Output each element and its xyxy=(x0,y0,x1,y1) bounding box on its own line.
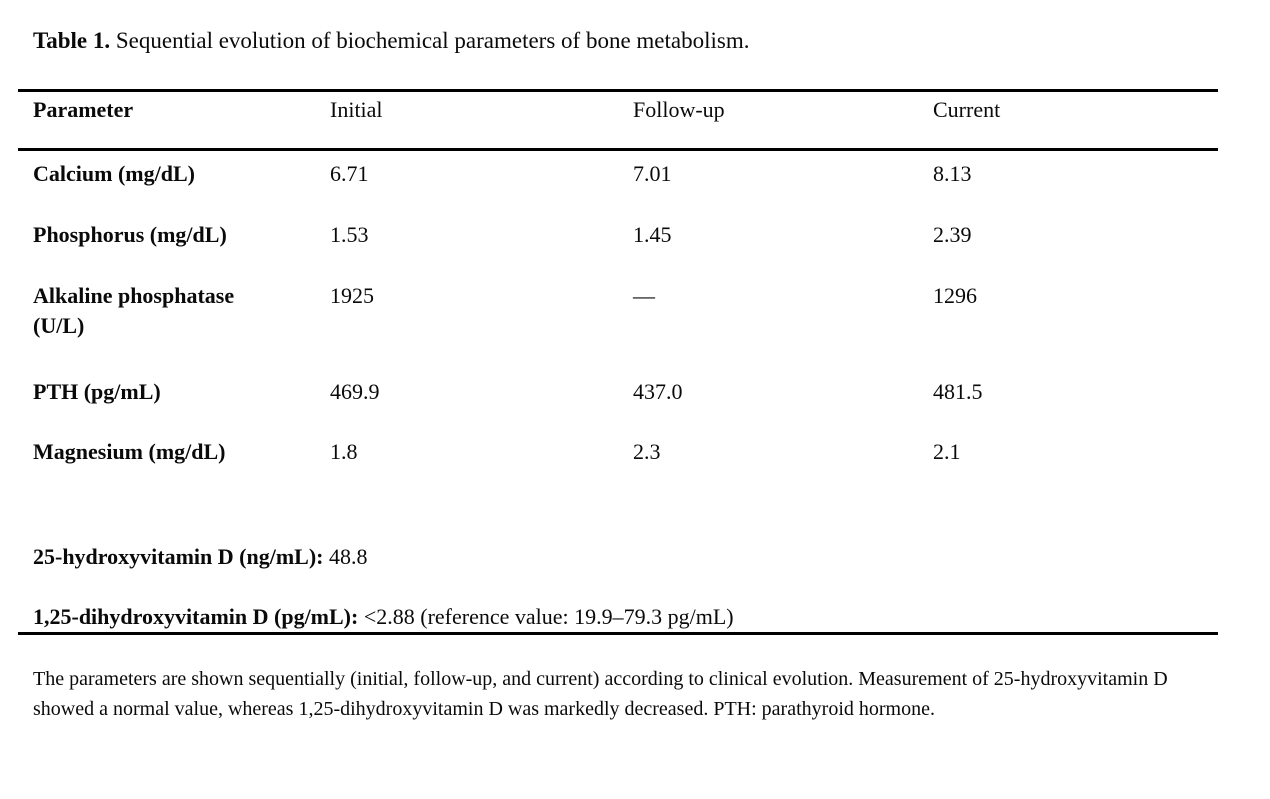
row-label: PTH (pg/mL) xyxy=(33,379,161,404)
cell-initial: 1.53 xyxy=(330,222,369,247)
table-row-magnesium: Magnesium (mg/dL) 1.8 2.3 2.1 xyxy=(18,429,1218,490)
cell-initial: 1.8 xyxy=(330,439,358,464)
cell-initial: 6.71 xyxy=(330,161,369,186)
table-caption-label: Table 1. xyxy=(33,28,111,53)
cell-current: 1296 xyxy=(933,283,977,308)
column-header-parameter: Parameter xyxy=(33,97,134,122)
table-row-phosphorus: Phosphorus (mg/dL) 1.53 1.45 2.39 xyxy=(18,212,1218,273)
cell-followup: 1.45 xyxy=(633,222,672,247)
extra-row-label: 25-hydroxyvitamin D (ng/mL): xyxy=(33,544,324,569)
row-label: Calcium (mg/dL) xyxy=(33,161,195,186)
table-caption-text: Sequential evolution of biochemical para… xyxy=(110,28,750,53)
cell-followup: 437.0 xyxy=(633,379,683,404)
cell-current: 481.5 xyxy=(933,379,983,404)
extra-row-25-hydroxyvitamin-d: 25-hydroxyvitamin D (ng/mL): 48.8 xyxy=(18,540,1218,600)
cell-initial: 469.9 xyxy=(330,379,380,404)
cell-followup: 2.3 xyxy=(633,439,661,464)
cell-current: 2.1 xyxy=(933,439,961,464)
extra-row-1-25-dihydroxyvitamin-d: 1,25-dihydroxyvitamin D (pg/mL): <2.88 (… xyxy=(18,600,1218,632)
row-label: Phosphorus (mg/dL) xyxy=(33,222,227,247)
table-header-row: Parameter Initial Follow-up Current xyxy=(18,92,1218,151)
cell-followup: 7.01 xyxy=(633,161,672,186)
table-gap xyxy=(18,490,1218,540)
table-row-calcium: Calcium (mg/dL) 6.71 7.01 8.13 xyxy=(18,151,1218,212)
table-row-pth: PTH (pg/mL) 469.9 437.0 481.5 xyxy=(18,369,1218,429)
cell-current: 2.39 xyxy=(933,222,972,247)
extra-row-label: 1,25-dihydroxyvitamin D (pg/mL): xyxy=(33,604,359,629)
biochemical-parameters-table: Parameter Initial Follow-up Current Calc… xyxy=(18,89,1218,635)
cell-initial: 1925 xyxy=(330,283,374,308)
column-header-current: Current xyxy=(933,97,1001,122)
column-header-followup: Follow-up xyxy=(633,97,725,122)
table-row-alkaline-phosphatase: Alkaline phosphatase (U/L) 1925 — 1296 xyxy=(18,273,1218,369)
column-header-initial: Initial xyxy=(330,97,383,122)
row-label: Alkaline phosphatase (U/L) xyxy=(33,283,235,338)
table-caption: Table 1. Sequential evolution of biochem… xyxy=(33,26,749,56)
cell-current: 8.13 xyxy=(933,161,972,186)
extra-row-value: 48.8 xyxy=(323,544,368,569)
row-label: Magnesium (mg/dL) xyxy=(33,439,226,464)
cell-followup: — xyxy=(633,283,655,308)
extra-row-value: <2.88 (reference value: 19.9–79.3 pg/mL) xyxy=(358,604,734,629)
table-footnote: The parameters are shown sequentially (i… xyxy=(33,668,1168,720)
